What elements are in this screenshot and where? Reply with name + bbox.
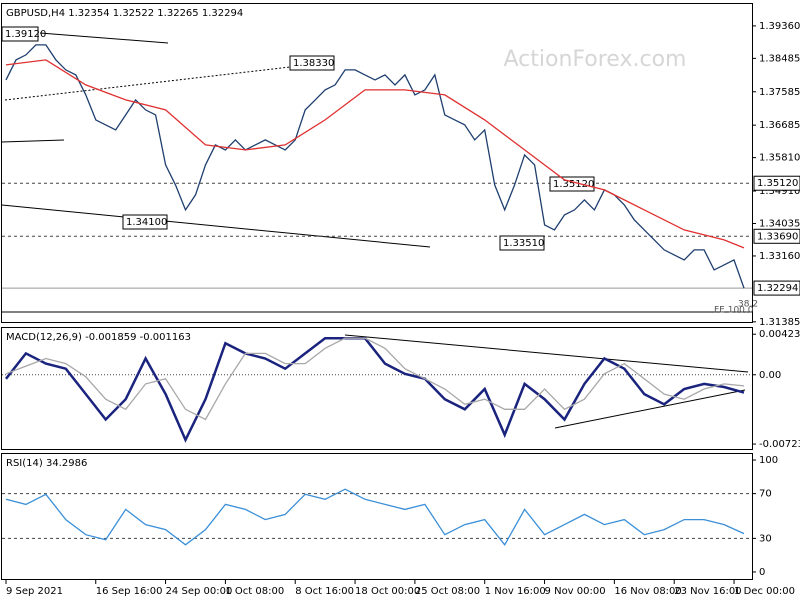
x-tick-label: 16 Nov 08:00 <box>614 586 681 597</box>
level-label: 1.33690 <box>757 231 798 242</box>
level-label-box <box>753 175 800 191</box>
y-tick-label: 1.34035 <box>759 218 800 229</box>
x-tick-label: 1 Nov 16:00 <box>485 586 546 597</box>
x-tick-label: 16 Sep 16:00 <box>96 586 163 597</box>
annotation-box <box>1 26 39 42</box>
annotation: 1.34100 <box>126 217 167 228</box>
annotation-box <box>549 176 595 192</box>
x-tick-label: 9 Nov 00:00 <box>545 586 606 597</box>
rsi-panel <box>1 453 753 580</box>
panel-title: RSI(14) 34.2986 <box>6 458 87 469</box>
price-panel <box>1 3 753 323</box>
y-tick-label: 1.38485 <box>759 53 800 64</box>
level-label-box <box>753 228 800 244</box>
x-tick-label: 1 Oct 08:00 <box>225 586 284 597</box>
annotation: 38.2 <box>738 300 758 310</box>
y-tick-label: 30 <box>759 533 772 544</box>
y-tick-label: 1.36685 <box>759 120 800 131</box>
y-tick-label: 0.00 <box>759 370 781 381</box>
y-tick-label: 100 <box>759 455 778 466</box>
trendline <box>554 389 746 429</box>
annotation: FE 100.0 <box>714 306 754 316</box>
y-tick-label: 1.33160 <box>759 251 800 262</box>
series-line <box>5 336 745 443</box>
watermark: ActionForex.com <box>504 47 687 72</box>
level-label-box <box>753 280 800 296</box>
series-line <box>5 488 745 546</box>
annotation-box <box>289 55 335 71</box>
y-tick-label: 1.31385 <box>759 317 800 328</box>
x-tick-label: 8 Oct 16:00 <box>295 586 354 597</box>
level-label: 1.32294 <box>757 283 798 294</box>
macd-panel <box>1 327 753 450</box>
trendline <box>1 139 65 143</box>
y-tick-label: 1.34910 <box>759 186 800 197</box>
x-tick-label: 25 Oct 08:00 <box>415 586 480 597</box>
annotation: 1.33510 <box>503 238 544 249</box>
annotation: 1.38330 <box>293 58 334 69</box>
trendline <box>1 204 431 248</box>
series-line <box>5 337 745 421</box>
x-tick-label: 9 Sep 2021 <box>6 586 63 597</box>
level-label: 1.35120 <box>757 178 798 189</box>
series-line <box>5 44 745 289</box>
panel-title: GBPUSD,H4 1.32354 1.32522 1.32265 1.3229… <box>6 8 243 19</box>
y-tick-label: 0.004231 <box>759 329 800 340</box>
trendline <box>344 334 749 373</box>
x-tick-label: 1 Dec 00:00 <box>734 586 795 597</box>
annotation: 1.35120 <box>553 179 594 190</box>
annotation-box <box>122 214 168 230</box>
y-tick-label: 1.39360 <box>759 21 800 32</box>
annotation-box <box>499 235 545 251</box>
x-tick-label: 24 Sep 00:00 <box>166 586 233 597</box>
y-tick-label: 1.37585 <box>759 87 800 98</box>
annotation: 1.39120 <box>5 29 46 40</box>
panel-title: MACD(12,26,9) -0.001859 -0.001163 <box>6 332 191 343</box>
x-tick-label: 18 Oct 00:00 <box>355 586 420 597</box>
y-tick-label: 1.35810 <box>759 153 800 164</box>
y-tick-label: 0 <box>759 567 765 578</box>
y-tick-label: 70 <box>759 489 772 500</box>
x-tick-label: 23 Nov 16:00 <box>674 586 741 597</box>
y-tick-label: -0.00723 <box>759 439 800 450</box>
series-line <box>5 59 745 249</box>
trendline <box>39 32 169 44</box>
